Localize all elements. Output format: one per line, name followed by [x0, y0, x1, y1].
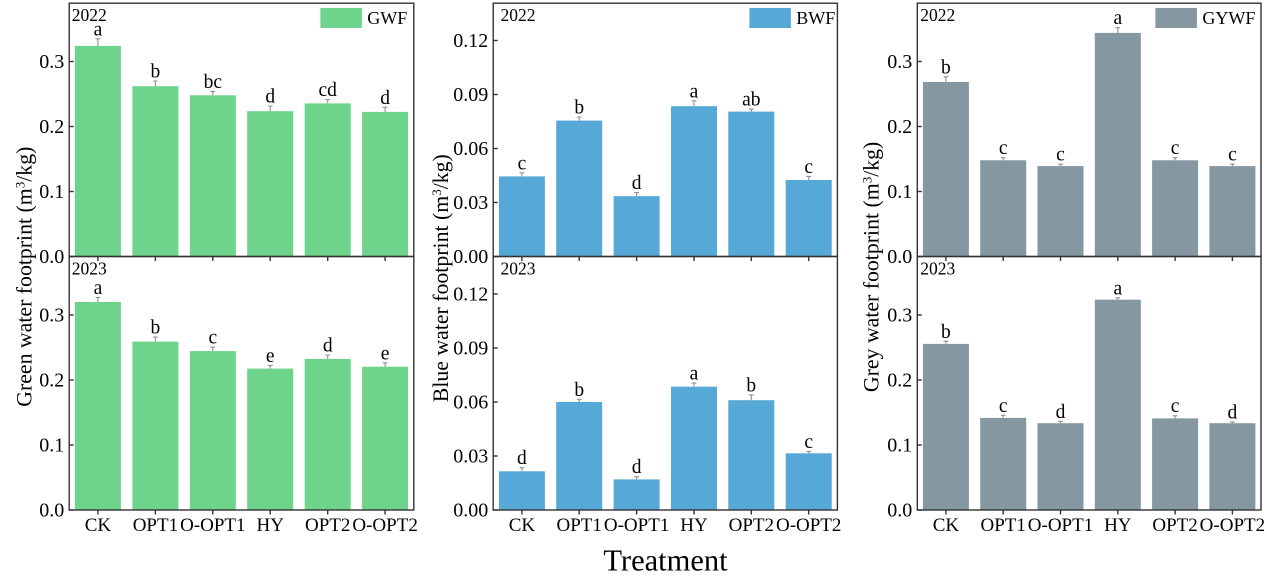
- svg-text:GWF: GWF: [367, 8, 407, 28]
- svg-text:b: b: [151, 318, 161, 339]
- svg-text:d: d: [323, 336, 333, 357]
- svg-text:O-OPT1: O-OPT1: [604, 515, 669, 536]
- svg-text:Grey water footprint (m3/kg): Grey water footprint (m3/kg): [860, 142, 884, 392]
- svg-text:cd: cd: [318, 80, 337, 101]
- svg-text:c: c: [804, 432, 813, 453]
- svg-text:0.09: 0.09: [453, 338, 488, 360]
- svg-text:d: d: [632, 457, 642, 478]
- svg-text:0.2: 0.2: [39, 116, 64, 138]
- svg-text:0.1: 0.1: [887, 435, 912, 457]
- svg-text:d: d: [517, 448, 527, 469]
- svg-text:b: b: [746, 375, 756, 396]
- svg-text:0.1: 0.1: [39, 181, 64, 203]
- svg-text:d: d: [380, 88, 390, 109]
- svg-text:e: e: [266, 346, 275, 367]
- svg-text:a: a: [690, 364, 699, 385]
- svg-text:CK: CK: [509, 515, 536, 536]
- svg-text:0.03: 0.03: [453, 446, 488, 468]
- svg-text:c: c: [208, 328, 217, 349]
- svg-text:0.03: 0.03: [453, 192, 488, 214]
- svg-text:0.12: 0.12: [453, 284, 488, 306]
- svg-text:O-OPT2: O-OPT2: [1200, 515, 1265, 536]
- svg-text:O-OPT1: O-OPT1: [1028, 515, 1093, 536]
- svg-text:a: a: [690, 81, 699, 102]
- svg-text:CK: CK: [933, 515, 960, 536]
- svg-text:CK: CK: [85, 515, 112, 536]
- svg-text:a: a: [1113, 278, 1122, 299]
- svg-text:e: e: [381, 343, 390, 364]
- svg-text:a: a: [94, 19, 103, 40]
- svg-text:HY: HY: [1104, 515, 1132, 536]
- svg-text:c: c: [1228, 145, 1237, 166]
- svg-text:0.0: 0.0: [39, 500, 64, 522]
- svg-text:0.3: 0.3: [887, 305, 912, 327]
- svg-text:0.0: 0.0: [887, 246, 912, 268]
- svg-text:2023: 2023: [501, 259, 536, 279]
- svg-text:c: c: [1171, 138, 1180, 159]
- svg-text:a: a: [1113, 8, 1122, 29]
- svg-text:c: c: [1056, 145, 1065, 166]
- svg-text:0.2: 0.2: [39, 370, 64, 392]
- svg-text:0.1: 0.1: [887, 181, 912, 203]
- svg-text:c: c: [999, 138, 1008, 159]
- svg-text:0.00: 0.00: [453, 500, 488, 522]
- svg-text:d: d: [632, 173, 642, 194]
- svg-text:0.2: 0.2: [887, 370, 912, 392]
- svg-text:d: d: [265, 87, 275, 108]
- svg-text:0.2: 0.2: [887, 116, 912, 138]
- svg-text:OPT2: OPT2: [1152, 515, 1197, 536]
- svg-text:0.1: 0.1: [39, 435, 64, 457]
- svg-text:b: b: [574, 98, 584, 119]
- svg-text:Blue water footprint (m3/kg): Blue water footprint (m3/kg): [429, 154, 453, 402]
- svg-text:c: c: [1171, 396, 1180, 417]
- svg-text:c: c: [518, 153, 527, 174]
- svg-text:d: d: [1056, 402, 1066, 423]
- svg-text:b: b: [941, 322, 951, 343]
- svg-text:2023: 2023: [72, 259, 107, 279]
- svg-text:OPT1: OPT1: [133, 515, 178, 536]
- svg-text:b: b: [151, 62, 161, 83]
- svg-text:c: c: [804, 157, 813, 178]
- svg-text:OPT1: OPT1: [980, 515, 1025, 536]
- svg-text:0.3: 0.3: [887, 51, 912, 73]
- svg-text:0.3: 0.3: [39, 51, 64, 73]
- svg-text:OPT2: OPT2: [729, 515, 774, 536]
- svg-text:Green water footprint (m3/kg): Green water footprint (m3/kg): [12, 147, 36, 407]
- svg-text:b: b: [574, 380, 584, 401]
- svg-text:ab: ab: [742, 89, 760, 110]
- svg-text:Treatment: Treatment: [603, 544, 728, 578]
- svg-text:2023: 2023: [920, 259, 955, 279]
- svg-text:0.12: 0.12: [453, 30, 488, 52]
- svg-text:2022: 2022: [920, 5, 955, 25]
- svg-text:0.3: 0.3: [39, 305, 64, 327]
- svg-text:c: c: [999, 396, 1008, 417]
- svg-text:b: b: [941, 57, 951, 78]
- svg-text:O-OPT2: O-OPT2: [352, 515, 417, 536]
- svg-text:O-OPT2: O-OPT2: [776, 515, 841, 536]
- svg-text:2022: 2022: [72, 5, 107, 25]
- svg-text:O-OPT1: O-OPT1: [180, 515, 245, 536]
- svg-text:0.06: 0.06: [453, 138, 488, 160]
- svg-text:bc: bc: [204, 72, 223, 93]
- svg-text:0.0: 0.0: [887, 500, 912, 522]
- svg-text:2022: 2022: [501, 5, 536, 25]
- svg-text:HY: HY: [256, 515, 284, 536]
- svg-text:GYWF: GYWF: [1202, 8, 1255, 28]
- svg-text:0.09: 0.09: [453, 84, 488, 106]
- svg-text:0.00: 0.00: [453, 246, 488, 268]
- svg-text:a: a: [94, 278, 103, 299]
- svg-text:OPT2: OPT2: [305, 515, 350, 536]
- svg-text:d: d: [1228, 402, 1238, 423]
- svg-text:OPT1: OPT1: [556, 515, 601, 536]
- svg-text:0.06: 0.06: [453, 392, 488, 414]
- svg-text:BWF: BWF: [796, 8, 835, 28]
- svg-text:HY: HY: [680, 515, 708, 536]
- svg-text:0.0: 0.0: [39, 246, 64, 268]
